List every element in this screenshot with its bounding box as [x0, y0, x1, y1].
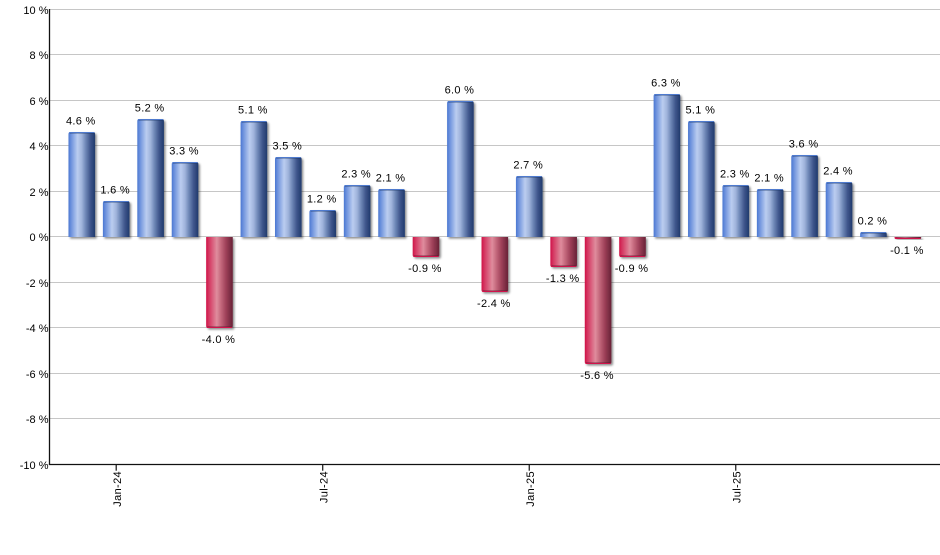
svg-text:5.2 %: 5.2 % [135, 103, 165, 115]
svg-text:Jan-24: Jan-24 [112, 471, 124, 507]
svg-text:3.6 %: 3.6 % [789, 139, 819, 151]
svg-text:5.1 %: 5.1 % [238, 105, 268, 117]
svg-text:2.3 %: 2.3 % [341, 169, 371, 181]
svg-text:4 %: 4 % [30, 141, 49, 153]
svg-text:Jul-25: Jul-25 [732, 471, 744, 503]
svg-text:-5.6 %: -5.6 % [580, 370, 614, 382]
svg-text:6 %: 6 % [30, 96, 49, 108]
svg-text:5.1 %: 5.1 % [686, 105, 716, 117]
svg-text:0.2 %: 0.2 % [858, 216, 888, 228]
svg-text:Jan-25: Jan-25 [525, 471, 537, 507]
svg-text:-6 %: -6 % [26, 369, 49, 381]
svg-text:-1.3 %: -1.3 % [546, 273, 580, 285]
svg-text:-0.9 %: -0.9 % [408, 263, 442, 275]
svg-text:-8 %: -8 % [26, 414, 49, 426]
svg-text:1.6 %: 1.6 % [100, 185, 130, 197]
svg-text:8 %: 8 % [30, 50, 49, 62]
svg-text:-4 %: -4 % [26, 323, 49, 335]
svg-text:1.2 %: 1.2 % [307, 194, 337, 206]
svg-text:-2.4 %: -2.4 % [477, 298, 511, 310]
svg-text:3.5 %: 3.5 % [272, 141, 302, 153]
svg-text:6.3 %: 6.3 % [651, 78, 681, 90]
svg-text:3.3 %: 3.3 % [169, 146, 199, 158]
svg-text:-0.9 %: -0.9 % [615, 263, 649, 275]
svg-text:-4.0 %: -4.0 % [202, 334, 236, 346]
svg-text:2 %: 2 % [30, 187, 49, 199]
svg-text:-0.1 %: -0.1 % [890, 245, 924, 257]
svg-text:2.3 %: 2.3 % [720, 169, 750, 181]
svg-text:2.1 %: 2.1 % [376, 173, 406, 185]
svg-text:2.1 %: 2.1 % [754, 173, 784, 185]
svg-text:4.6 %: 4.6 % [66, 116, 96, 128]
svg-text:-10 %: -10 % [20, 460, 49, 472]
svg-text:2.7 %: 2.7 % [513, 160, 543, 172]
svg-text:10 %: 10 % [23, 5, 48, 17]
svg-text:2.4 %: 2.4 % [823, 166, 853, 178]
svg-text:-2 %: -2 % [26, 278, 49, 290]
svg-text:0 %: 0 % [30, 232, 49, 244]
svg-text:6.0 %: 6.0 % [445, 85, 475, 97]
svg-text:Jul-24: Jul-24 [319, 471, 331, 503]
